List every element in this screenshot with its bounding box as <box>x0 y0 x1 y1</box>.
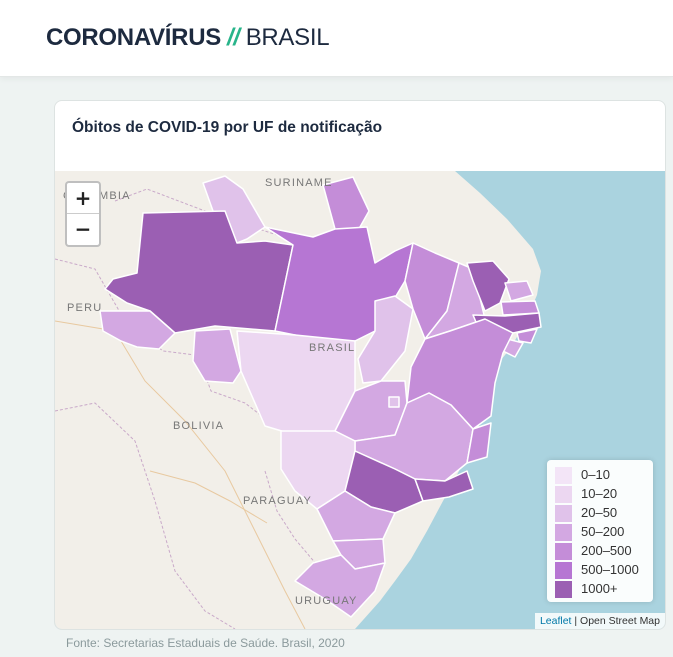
legend-swatch <box>555 581 572 598</box>
state-RJ[interactable] <box>414 470 474 502</box>
state-ES[interactable] <box>466 422 492 464</box>
legend-label: 50–200 <box>581 524 625 539</box>
state-CE[interactable] <box>466 260 510 312</box>
choropleth-map[interactable]: COLOMBIA SURINAME PERU BRASIL BOLIVIA PA… <box>55 171 665 629</box>
source-note: Fonte: Secretarias Estaduais de Saúde. B… <box>66 636 345 650</box>
logo-subtitle: BRASIL <box>245 24 330 51</box>
legend-label: 0–10 <box>581 467 610 482</box>
logo-separator: // <box>226 24 240 51</box>
legend-swatch <box>555 562 572 579</box>
map-legend: 0–10 10–20 20–50 50–200 200–500 500–1000… <box>547 460 653 602</box>
map-attribution: Leaflet | Open Street Map <box>534 613 665 629</box>
legend-swatch <box>555 524 572 541</box>
state-AC[interactable] <box>99 310 176 350</box>
state-RO[interactable] <box>192 328 242 384</box>
site-header: CORONAVÍRUS//BRASIL <box>0 0 673 77</box>
label-paraguay: PARAGUAY <box>243 495 312 507</box>
osm-attribution: Open Street Map <box>580 615 660 627</box>
legend-label: 500–1000 <box>581 562 639 577</box>
label-uruguay: URUGUAY <box>295 595 358 607</box>
legend-swatch <box>555 467 572 484</box>
legend-label: 20–50 <box>581 505 618 520</box>
map-card: Óbitos de COVID-19 por UF de notificação <box>54 100 666 630</box>
state-RN[interactable] <box>504 280 534 302</box>
logo-title: CORONAVÍRUS <box>46 24 221 51</box>
brazil-states[interactable] <box>99 175 542 618</box>
site-logo[interactable]: CORONAVÍRUS//BRASIL <box>46 24 330 52</box>
state-RS[interactable] <box>294 554 386 618</box>
zoom-control: + − <box>65 181 101 247</box>
label-suriname: SURINAME <box>265 177 333 189</box>
card-title: Óbitos de COVID-19 por UF de notificação <box>72 119 383 136</box>
legend-label: 200–500 <box>581 543 632 558</box>
legend-label: 1000+ <box>581 581 618 596</box>
label-bolivia: BOLIVIA <box>173 420 224 432</box>
attribution-separator: | <box>571 615 581 627</box>
label-peru: PERU <box>67 302 102 314</box>
state-AL[interactable] <box>516 328 538 344</box>
zoom-in-button[interactable]: + <box>67 183 99 214</box>
legend-swatch <box>555 486 572 503</box>
label-brasil: BRASIL <box>309 342 355 354</box>
state-DF[interactable] <box>388 396 400 408</box>
zoom-out-button[interactable]: − <box>74 217 92 241</box>
legend-label: 10–20 <box>581 486 618 501</box>
state-AM[interactable] <box>104 210 294 334</box>
legend-swatch <box>555 543 572 560</box>
map-canvas[interactable]: COLOMBIA SURINAME PERU BRASIL BOLIVIA PA… <box>55 171 665 629</box>
leaflet-link[interactable]: Leaflet <box>539 615 572 627</box>
legend-swatch <box>555 505 572 522</box>
